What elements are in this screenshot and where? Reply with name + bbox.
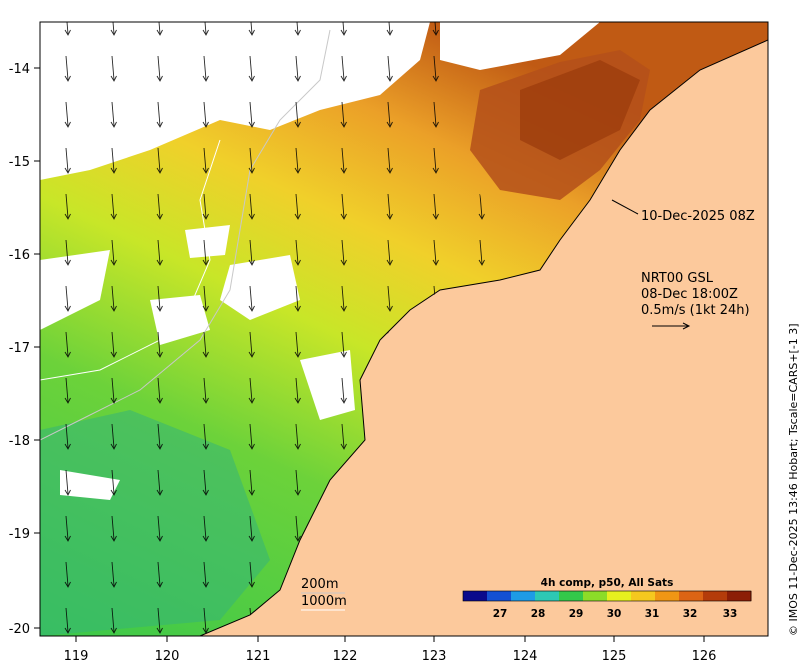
colorbar-swatch bbox=[559, 591, 584, 601]
contour-200m-label: 200m bbox=[301, 577, 338, 592]
y-tick-label: -14 bbox=[9, 62, 30, 77]
scale-arrow-icon bbox=[652, 322, 691, 330]
colorbar-tick-label: 30 bbox=[607, 608, 622, 620]
colorbar-tick-label: 32 bbox=[683, 608, 698, 620]
colorbar-swatch bbox=[631, 591, 656, 601]
y-tick-label: -17 bbox=[9, 341, 30, 356]
colorbar-swatch bbox=[583, 591, 608, 601]
date-pointer-line bbox=[611, 199, 639, 215]
current-source-label: NRT00 GSL bbox=[641, 271, 714, 286]
colorbar-tick-label: 31 bbox=[645, 608, 660, 620]
y-tick-label: -20 bbox=[9, 622, 30, 637]
date-label: 10-Dec-2025 08Z bbox=[641, 209, 755, 224]
land-mass bbox=[200, 40, 768, 636]
colorbar: 4h comp, p50, All Sats 27 28 29 30 31 32 33 bbox=[462, 577, 752, 620]
x-tick-label: 125 bbox=[602, 649, 627, 664]
colorbar-swatch bbox=[463, 591, 488, 601]
colorbar-tick-label: 33 bbox=[723, 608, 738, 620]
colorbar-swatch bbox=[535, 591, 560, 601]
colorbar-swatch bbox=[727, 591, 752, 601]
hot-water-core bbox=[520, 60, 640, 160]
colorbar-title: 4h comp, p50, All Sats bbox=[541, 577, 674, 589]
colorbar-swatch bbox=[655, 591, 680, 601]
contour-1000m-label: 1000m bbox=[301, 594, 347, 609]
y-tick-label: -15 bbox=[9, 155, 30, 170]
y-tick-label: -16 bbox=[9, 248, 30, 263]
colorbar-swatches bbox=[463, 591, 752, 601]
colorbar-swatch bbox=[607, 591, 632, 601]
x-tick-label: 122 bbox=[333, 649, 358, 664]
map-plot-area bbox=[40, 22, 768, 636]
current-time-label: 08-Dec 18:00Z bbox=[641, 287, 738, 302]
x-tick-label: 123 bbox=[422, 649, 447, 664]
colorbar-swatch bbox=[511, 591, 536, 601]
colorbar-swatch bbox=[487, 591, 512, 601]
x-tick-label: 120 bbox=[155, 649, 180, 664]
x-tick-label: 126 bbox=[692, 649, 717, 664]
colorbar-frame bbox=[462, 590, 752, 602]
x-tick-label: 121 bbox=[246, 649, 271, 664]
current-scale-label: 0.5m/s (1kt 24h) bbox=[641, 303, 750, 318]
x-tick-label: 124 bbox=[513, 649, 538, 664]
plot-frame bbox=[39, 21, 769, 637]
x-tick-label: 119 bbox=[64, 649, 89, 664]
x-axis: 119 120 121 122 123 124 125 126 bbox=[64, 636, 717, 664]
colorbar-swatch bbox=[703, 591, 728, 601]
colorbar-tick-label: 28 bbox=[531, 608, 546, 620]
colorbar-tick-label: 29 bbox=[569, 608, 584, 620]
colorbar-swatch bbox=[679, 591, 704, 601]
colorbar-ticks: 27 28 29 30 31 32 33 bbox=[493, 608, 738, 620]
colorbar-tick-label: 27 bbox=[493, 608, 508, 620]
credit-text: © IMOS 11-Dec-2025 13:46 Hobart; Tscale=… bbox=[787, 323, 800, 636]
y-axis: -14 -15 -16 -17 -18 -19 -20 bbox=[9, 62, 40, 637]
y-tick-label: -19 bbox=[9, 527, 30, 542]
y-tick-label: -18 bbox=[9, 434, 30, 449]
current-vectors bbox=[40, 22, 500, 636]
